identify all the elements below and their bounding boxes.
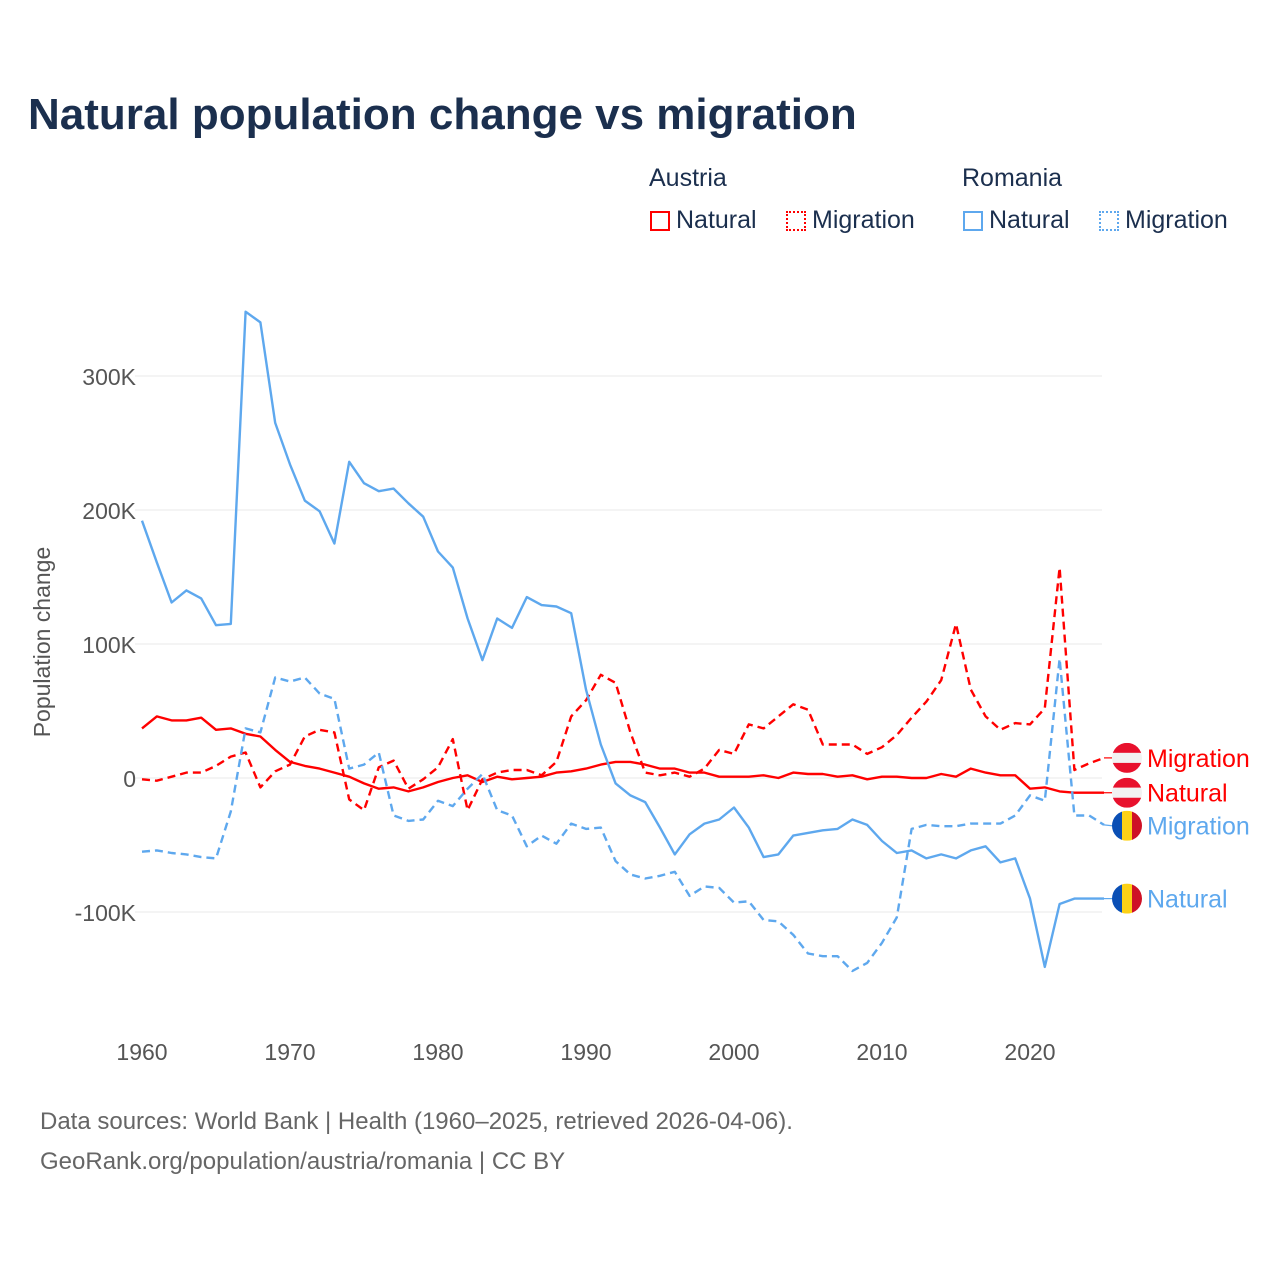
end-label: Natural: [1147, 780, 1228, 808]
footer-link[interactable]: GeoRank.org/population/austria/romania |…: [40, 1148, 566, 1175]
label-connector: [1103, 824, 1113, 827]
legend-romania-natural[interactable]: Natural: [963, 206, 1070, 235]
x-tick-label: 2010: [856, 1039, 907, 1065]
flag-stripe: [1112, 777, 1142, 788]
x-tick-label: 1960: [116, 1039, 167, 1065]
flag-stripe: [1112, 797, 1142, 808]
legend-swatch-dotted: [786, 210, 806, 231]
x-tick-label: 2000: [708, 1039, 759, 1065]
series-line-austria-migration: [141, 566, 1105, 812]
legend-austria-natural[interactable]: Natural: [650, 206, 757, 235]
y-tick-label: 300K: [82, 364, 136, 390]
legend-group-romania: Romania: [962, 164, 1063, 192]
flag-stripe: [1112, 752, 1142, 763]
x-tick-label: 2020: [1004, 1039, 1055, 1065]
end-label: Natural: [1147, 886, 1228, 914]
x-tick-label: 1980: [412, 1039, 463, 1065]
y-tick-label: -100K: [75, 900, 137, 926]
x-tick-label: 1970: [264, 1039, 315, 1065]
end-label: Migration: [1147, 745, 1250, 773]
legend-austria-migration[interactable]: Migration: [786, 206, 915, 235]
flag-stripe: [1112, 810, 1122, 841]
austria-flag-icon: [1112, 777, 1142, 808]
legend-swatch-solid: [963, 210, 983, 231]
flag-stripe: [1122, 883, 1132, 914]
flag-stripe: [1132, 810, 1142, 841]
legend-swatch-dotted: [1099, 210, 1119, 231]
flag-stripe: [1112, 742, 1142, 753]
series-line-romania-natural: [140, 310, 1104, 969]
romania-flag-icon: [1112, 883, 1142, 914]
legend-label: Migration: [1125, 206, 1228, 234]
x-tick-label: 1990: [560, 1039, 611, 1065]
end-label: Migration: [1147, 813, 1250, 841]
series-line-austria-natural: [141, 715, 1104, 794]
flag-stripe: [1112, 787, 1142, 798]
flag-stripe: [1122, 810, 1132, 841]
austria-flag-icon: [1112, 742, 1142, 773]
y-tick-label: 100K: [82, 632, 136, 658]
series-line-romania-migration: [141, 657, 1105, 973]
flag-stripe: [1132, 883, 1142, 914]
footer-sources: Data sources: World Bank | Health (1960–…: [40, 1108, 793, 1135]
legend-label: Natural: [989, 206, 1070, 234]
chart-title: Natural population change vs migration: [28, 90, 857, 139]
y-axis-label: Population change: [29, 547, 55, 738]
flag-stripe: [1112, 883, 1122, 914]
flag-stripe: [1112, 762, 1142, 773]
romania-flag-icon: [1112, 810, 1142, 841]
legend-label: Natural: [676, 206, 757, 234]
y-tick-label: 200K: [82, 498, 136, 524]
legend-group-austria: Austria: [649, 164, 727, 192]
legend-label: Migration: [812, 206, 915, 234]
legend-romania-migration[interactable]: Migration: [1099, 206, 1228, 235]
y-tick-label: 0: [123, 766, 136, 792]
legend-swatch-solid: [650, 210, 670, 231]
